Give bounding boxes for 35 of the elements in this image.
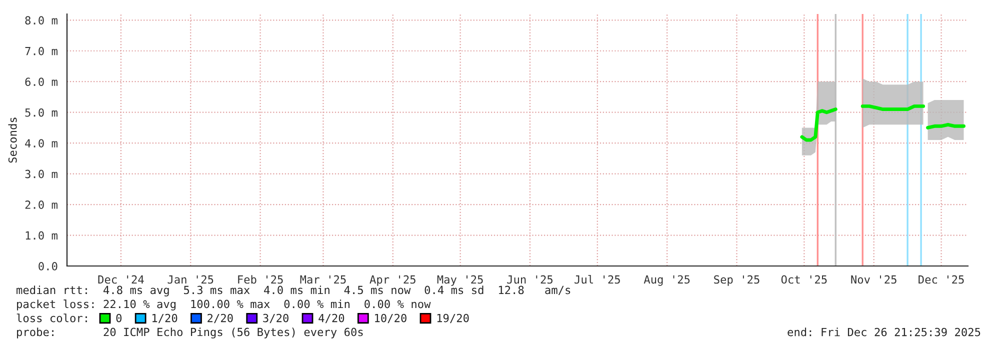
x-tick-label: Feb '25 — [238, 275, 283, 284]
y-tick-label: 8.0 m — [25, 16, 58, 25]
legend-title: loss color: — [16, 314, 87, 322]
y-axis-title: Seconds — [8, 118, 17, 163]
text: end: Fri Dec 26 21:25:39 2025 — [788, 328, 980, 336]
y-tick-label: 2.0 m — [25, 200, 58, 209]
x-tick-label: Aug '25 — [644, 275, 690, 286]
legend-label: 1/20 — [152, 314, 178, 324]
text: probe: 20 ICMP Echo Pings (56 Bytes) every 60s — [17, 328, 363, 338]
y-tick-label: 3.0 m — [25, 170, 58, 178]
x-tick-label: Dec '24 — [98, 275, 144, 284]
x-tick-label: Jan '25 — [168, 275, 214, 284]
legend-label: 0 — [116, 314, 122, 322]
x-tick-label: May '25 — [437, 275, 483, 286]
y-tick-label: 7.0 m — [25, 46, 58, 56]
x-tick-label: Sep '25 — [714, 275, 760, 286]
text: median rtt: 4.8 ms avg 5.3 ms max 4.0 ms min 4.5 ms now 0.4 ms sd 12.8 am/s — [16, 286, 570, 296]
x-tick-label: Jun '25 — [507, 275, 553, 284]
y-tick-label: 1.0 m — [26, 231, 58, 240]
x-tick-label: Dec '25 — [918, 275, 964, 284]
y-tick-label: 0.0 — [38, 262, 58, 270]
legend-label: 2/20 — [208, 314, 233, 324]
legend-label: 10/20 — [375, 314, 406, 324]
legend-label: 4/20 — [318, 314, 344, 324]
x-tick-label: Mar '25 — [300, 275, 346, 284]
x-tick-label: Oct '25 — [781, 275, 827, 284]
x-tick-label: Nov '25 — [851, 275, 896, 284]
y-tick-label: 5.0 m — [25, 108, 58, 117]
legend-label: 19/20 — [437, 314, 469, 324]
x-tick-label: Jul '25 — [574, 275, 620, 284]
y-tick-label: 4.0 m — [25, 139, 58, 148]
x-tick-label: Apr '25 — [370, 275, 416, 286]
y-tick-label: 6.0 m — [25, 78, 58, 86]
legend-label: 3/20 — [263, 314, 288, 324]
text: packet loss: 22.10 % avg 100.00 % max 0.00 % min 0.00 % now — [17, 300, 431, 310]
